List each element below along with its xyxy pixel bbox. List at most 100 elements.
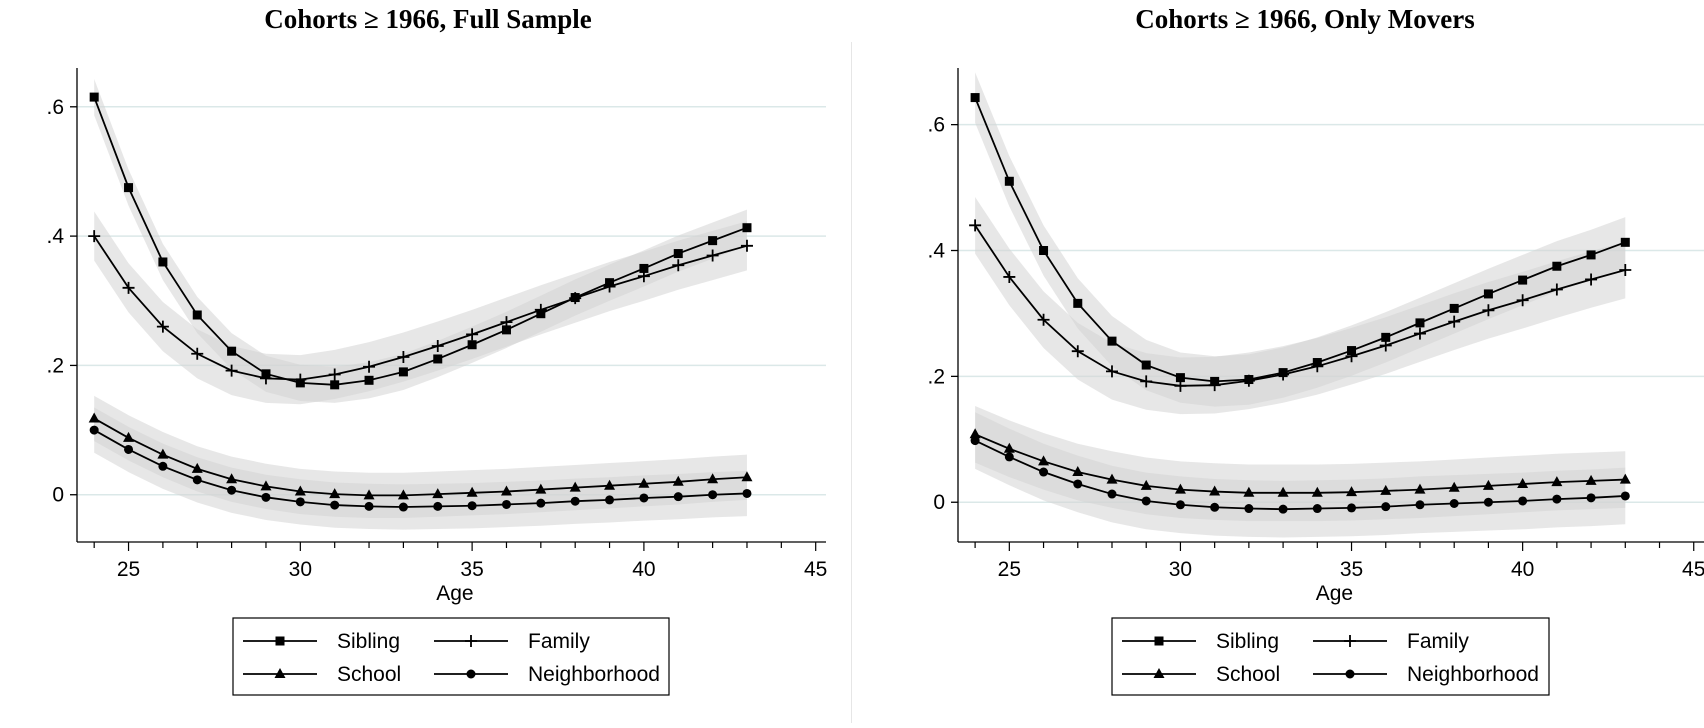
- data-point-family: [1105, 365, 1118, 378]
- data-point-family: [1277, 368, 1290, 381]
- data-point-school: [1174, 483, 1186, 494]
- data-point-school: [569, 481, 581, 492]
- data-point-school: [1482, 479, 1494, 490]
- data-point-neighborhood: [742, 488, 752, 498]
- data-point-neighborhood: [1312, 504, 1322, 514]
- data-point-school: [741, 471, 753, 482]
- data-point-sibling: [227, 346, 237, 356]
- data-point-sibling: [1073, 298, 1083, 308]
- data-point-school: [1585, 474, 1597, 485]
- confidence-band-neighborhood: [975, 412, 1626, 538]
- x-tick-label: 40: [1511, 558, 1534, 581]
- data-point-neighborhood: [1518, 496, 1528, 506]
- data-point-neighborhood: [467, 501, 477, 511]
- x-tick-label: 45: [804, 558, 827, 581]
- x-tick-label: 25: [998, 558, 1021, 581]
- legend-item-family: Family: [1313, 630, 1469, 653]
- data-point-school: [1619, 473, 1631, 484]
- data-point-neighborhood: [1244, 504, 1254, 514]
- data-point-family: [740, 239, 753, 252]
- data-point-family: [706, 249, 719, 262]
- data-point-family: [1413, 327, 1426, 340]
- series-line-neighborhood: [974, 439, 1626, 511]
- legend-label: Sibling: [337, 630, 400, 653]
- data-point-neighborhood: [364, 501, 374, 511]
- data-point-family: [191, 347, 204, 360]
- data-point-neighborhood: [570, 496, 580, 506]
- data-point-school: [1106, 473, 1118, 484]
- legend-item-neighborhood: Neighborhood: [434, 663, 660, 686]
- series-line-family: [974, 224, 1626, 387]
- x-tick-label: 45: [1682, 558, 1704, 581]
- data-point-sibling: [192, 310, 202, 320]
- data-point-sibling: [330, 380, 340, 390]
- data-point-school: [1517, 477, 1529, 488]
- data-point-sibling: [1449, 303, 1459, 313]
- data-point-school: [604, 479, 616, 490]
- data-point-neighborhood: [261, 492, 271, 502]
- data-point-sibling: [639, 263, 649, 273]
- data-point-neighborhood: [1415, 500, 1425, 510]
- data-point-school: [226, 473, 238, 484]
- chart-title: Cohorts ≥ 1966, Only Movers: [1135, 4, 1475, 34]
- series-neighborhood: [89, 425, 752, 512]
- series-school: [88, 412, 753, 500]
- data-point-neighborhood: [639, 493, 649, 503]
- data-point-school: [397, 489, 409, 500]
- data-point-family: [466, 328, 479, 341]
- data-point-family: [1174, 379, 1187, 392]
- data-point-neighborhood: [1039, 467, 1049, 477]
- data-point-family: [1516, 294, 1529, 307]
- y-tick-label: 0: [52, 484, 64, 507]
- x-tick-label: 25: [117, 558, 140, 581]
- legend-item-school: School: [243, 663, 401, 686]
- data-point-family: [363, 360, 376, 373]
- x-tick-label: 30: [1169, 558, 1192, 581]
- legend-label: School: [1216, 663, 1280, 686]
- data-point-sibling: [158, 257, 168, 267]
- data-point-school: [1277, 486, 1289, 497]
- data-point-neighborhood: [605, 495, 615, 505]
- legend-box: [1111, 617, 1550, 696]
- confidence-band-neighborhood: [94, 407, 747, 530]
- data-point-school: [260, 480, 272, 491]
- data-point-sibling: [1518, 275, 1528, 285]
- data-point-family: [637, 270, 650, 283]
- data-point-family: [1071, 345, 1084, 358]
- data-point-sibling: [673, 249, 683, 259]
- legend-label: Family: [528, 630, 590, 653]
- data-point-neighborhood: [1278, 504, 1288, 514]
- data-point-family: [672, 259, 685, 272]
- legend-item-sibling: Sibling: [243, 630, 400, 653]
- data-point-sibling: [1483, 289, 1493, 299]
- data-point-family: [1448, 315, 1461, 328]
- data-point-sibling: [433, 354, 443, 364]
- data-point-family: [1037, 313, 1050, 326]
- data-point-school: [1038, 455, 1050, 466]
- data-point-sibling: [398, 367, 408, 377]
- data-point-sibling: [1141, 360, 1151, 370]
- data-point-family: [225, 364, 238, 377]
- series-line-sibling: [93, 96, 748, 386]
- data-point-neighborhood: [1381, 502, 1391, 512]
- y-tick-label: .6: [46, 96, 64, 119]
- legend: Sibling Family School Neighborhood: [1111, 617, 1550, 696]
- data-point-neighborhood: [1175, 500, 1185, 510]
- data-point-school: [1448, 481, 1460, 492]
- legend-marker: [275, 636, 285, 646]
- legend: Sibling Family School Neighborhood: [232, 617, 670, 696]
- data-point-family: [431, 340, 444, 353]
- data-point-school: [1243, 486, 1255, 497]
- series-line-family: [93, 235, 748, 381]
- x-tick-label: 30: [289, 558, 312, 581]
- data-point-family: [1550, 283, 1563, 296]
- y-tick-label: .2: [927, 365, 945, 388]
- data-point-school: [466, 486, 478, 497]
- data-point-school: [363, 489, 375, 500]
- data-point-neighborhood: [124, 444, 134, 454]
- data-point-school: [969, 428, 981, 439]
- data-point-family: [1140, 375, 1153, 388]
- data-point-school: [1072, 466, 1084, 477]
